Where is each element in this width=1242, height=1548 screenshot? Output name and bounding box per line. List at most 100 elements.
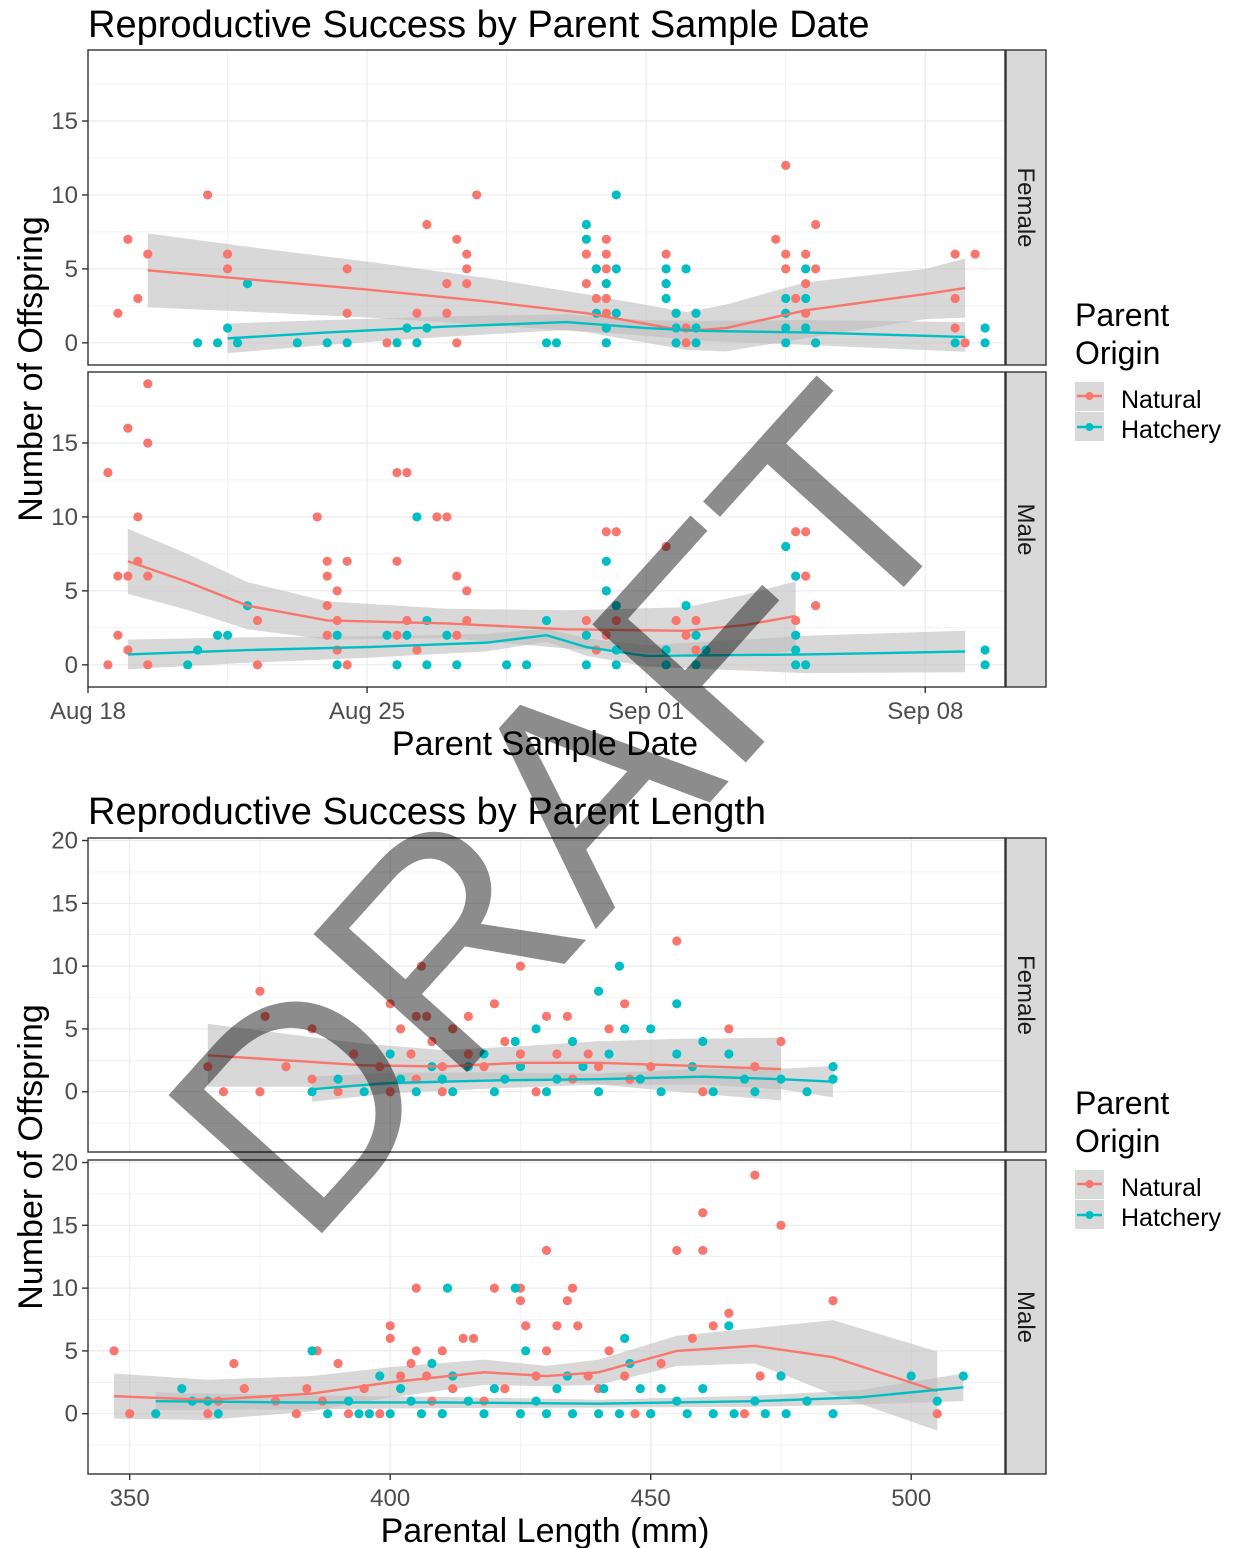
point-hatchery — [604, 1049, 614, 1059]
point-hatchery — [212, 630, 223, 640]
point-natural — [620, 1371, 630, 1381]
point-natural — [218, 1087, 229, 1097]
trend-line-natural — [147, 269, 966, 333]
point-hatchery — [364, 1409, 374, 1419]
point-natural — [541, 1245, 552, 1256]
point-hatchery — [661, 293, 671, 304]
point-hatchery — [781, 293, 791, 304]
legend-label-natural: Natural — [1121, 386, 1202, 414]
point-natural — [562, 1011, 572, 1021]
point-natural — [791, 527, 801, 537]
legend-label-hatchery: Hatchery — [1121, 416, 1222, 444]
point-natural — [406, 1358, 416, 1369]
point-hatchery — [416, 1409, 427, 1419]
legend-point-hatchery — [1085, 423, 1094, 431]
point-natural — [322, 571, 332, 581]
y-tick-label: 10 — [51, 182, 78, 209]
point-natural — [698, 1087, 708, 1097]
point-natural — [463, 1049, 473, 1059]
point-natural — [143, 571, 153, 581]
legend-title-line-1: Parent — [1075, 1085, 1169, 1121]
point-natural — [601, 630, 611, 640]
point-natural — [437, 1346, 447, 1356]
point-natural — [396, 1371, 406, 1381]
point-natural — [302, 1383, 312, 1394]
trend-line-hatchery — [227, 320, 966, 340]
point-natural — [462, 264, 472, 274]
point-hatchery — [791, 571, 801, 581]
point-natural — [698, 1208, 708, 1218]
point-hatchery — [581, 630, 591, 640]
y-tick-label: 15 — [51, 1212, 78, 1239]
point-natural — [427, 1396, 437, 1406]
y-tick-label: 5 — [65, 1016, 78, 1043]
point-natural — [687, 1333, 697, 1343]
point-hatchery — [594, 1087, 604, 1097]
facet-strip-label: Male — [1012, 503, 1039, 555]
point-natural — [392, 467, 402, 478]
point-natural — [750, 1061, 760, 1072]
point-hatchery — [581, 219, 591, 230]
point-natural — [143, 660, 153, 670]
y-tick-label: 0 — [65, 652, 78, 679]
point-hatchery — [448, 1087, 458, 1097]
facet-strip-label: Male — [1012, 1291, 1039, 1343]
point-hatchery — [950, 338, 960, 348]
point-natural — [791, 615, 801, 626]
point-natural — [458, 1333, 468, 1343]
point-natural — [411, 1011, 421, 1021]
trend-line-hatchery — [127, 634, 966, 658]
point-natural — [143, 379, 153, 389]
y-tick-label: 15 — [51, 108, 78, 135]
point-hatchery — [437, 1409, 447, 1419]
point-hatchery — [646, 1024, 656, 1034]
point-hatchery — [708, 1409, 718, 1419]
point-hatchery — [691, 308, 701, 318]
point-natural — [601, 264, 611, 274]
point-natural — [661, 249, 671, 259]
x-tick-label: Sep 08 — [887, 698, 963, 725]
point-natural — [437, 1087, 447, 1097]
point-hatchery — [382, 630, 392, 640]
point-natural — [801, 249, 811, 259]
point-natural — [594, 1061, 604, 1072]
point-natural — [203, 1061, 213, 1072]
legend-label-hatchery: Hatchery — [1121, 1204, 1222, 1232]
facet-strip-label: Female — [1012, 955, 1039, 1035]
point-hatchery — [781, 338, 791, 348]
point-hatchery — [489, 1383, 499, 1394]
point-natural — [412, 308, 422, 318]
point-natural — [113, 571, 123, 581]
point-natural — [691, 645, 701, 655]
point-hatchery — [332, 630, 342, 640]
point-hatchery — [183, 660, 193, 670]
point-natural — [385, 1087, 395, 1097]
point-natural — [448, 1383, 458, 1394]
point-natural — [601, 249, 611, 259]
point-natural — [448, 1024, 458, 1034]
point-natural — [203, 190, 213, 200]
point-natural — [776, 1036, 786, 1047]
point-natural — [755, 1371, 765, 1381]
x-tick-label: Sep 01 — [608, 698, 684, 725]
point-hatchery — [801, 660, 811, 670]
point-hatchery — [750, 1087, 760, 1097]
point-natural — [291, 1409, 302, 1419]
point-natural — [611, 615, 621, 626]
trend-line-natural — [127, 560, 796, 633]
x-tick-label: 350 — [110, 1485, 150, 1512]
point-natural — [307, 1024, 317, 1034]
point-natural — [724, 1024, 734, 1034]
point-natural — [322, 556, 332, 566]
point-hatchery — [232, 338, 243, 348]
point-hatchery — [292, 338, 302, 348]
point-natural — [573, 1321, 583, 1331]
point-hatchery — [828, 1409, 838, 1419]
point-hatchery — [724, 1321, 734, 1331]
x-tick-label: Aug 25 — [329, 698, 405, 725]
point-natural — [661, 541, 671, 552]
point-natural — [781, 264, 791, 274]
point-natural — [123, 423, 133, 433]
y-tick-label: 0 — [65, 1401, 78, 1428]
y-tick-label: 5 — [65, 578, 78, 605]
